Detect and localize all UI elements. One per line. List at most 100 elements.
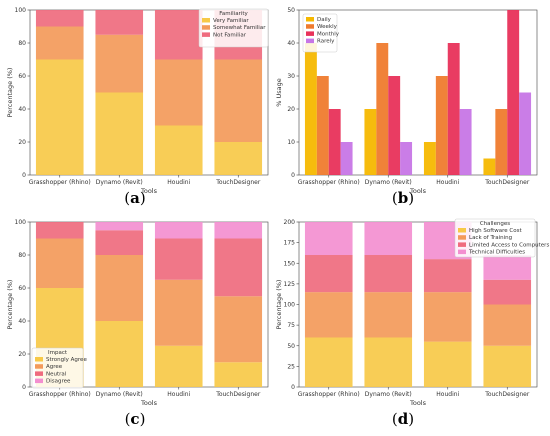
panel-caption: (d) <box>392 410 414 428</box>
legend-label: Neutral <box>46 371 67 377</box>
y-tick-label: 60 <box>18 73 26 80</box>
legend-box <box>31 347 84 389</box>
y-tick-label: 150 <box>284 260 296 267</box>
bar-neutral <box>35 222 84 239</box>
bar-rarely <box>340 142 353 175</box>
y-tick-label: 0 <box>291 384 295 391</box>
y-tick-label: 100 <box>15 219 27 226</box>
legend-swatch <box>458 228 466 233</box>
legend-swatch <box>458 235 466 240</box>
y-axis-label: Percentage (%) <box>6 280 14 330</box>
x-tick-label: Grasshopper (Rhino) <box>29 391 91 398</box>
bar-daily <box>304 43 317 175</box>
legend-swatch <box>35 364 43 369</box>
y-tick-label: 20 <box>287 106 295 113</box>
bar-strongly-agree <box>95 321 144 387</box>
bar-limited-access-to-computers <box>364 255 413 293</box>
legend-label: Not Familiar <box>213 32 247 38</box>
legend-title: Impact <box>48 350 68 356</box>
bar-strongly-agree <box>154 345 203 387</box>
bar-disagree <box>154 222 203 239</box>
x-tick-label: TouchDesigner <box>215 179 261 186</box>
y-tick-label: 40 <box>287 40 295 47</box>
legend-swatch <box>458 249 466 255</box>
bar-lack-of-training <box>304 292 353 338</box>
x-tick-label: Houdini <box>436 179 459 186</box>
legend-swatch <box>306 17 314 22</box>
y-tick-label: 50 <box>287 7 295 14</box>
bar-rarely <box>519 92 532 175</box>
legend-label: Weekly <box>317 24 338 30</box>
y-tick-label: 0 <box>291 172 295 179</box>
bar-technical-difficulties <box>304 222 353 255</box>
y-tick-label: 40 <box>18 106 26 113</box>
panel-caption: (a) <box>124 189 145 207</box>
y-tick-label: 10 <box>287 139 295 146</box>
bar-weekly <box>376 43 389 175</box>
x-axis-label: Tools <box>140 187 158 195</box>
x-tick-label: Dynamo (Revit) <box>96 179 143 186</box>
x-axis-label: Tools <box>409 399 427 407</box>
bar-agree <box>154 279 203 346</box>
chart-b: 0 10 20 30 40 50 Grasshopper (Rhino) Dynamo (Re… <box>275 7 538 207</box>
bar-limited-access-to-computers <box>304 255 353 293</box>
chart-c: 0 20 40 60 80 100 Grasshopper (Rhino) Dynamo (R… <box>6 219 269 428</box>
bar-not-familiar <box>95 10 144 35</box>
y-tick-label: 30 <box>287 73 295 80</box>
legend-swatch <box>35 357 43 362</box>
panel-caption: (b) <box>392 189 414 207</box>
y-tick-label: 100 <box>284 302 296 309</box>
bar-monthly <box>507 10 520 175</box>
legend-box <box>454 218 536 258</box>
bar-neutral <box>154 238 203 280</box>
legend-label: Very Familiar <box>213 18 249 24</box>
y-tick-label: 20 <box>18 351 26 358</box>
bar-rarely <box>400 142 413 175</box>
bar-rarely <box>459 109 472 175</box>
bar-monthly <box>447 43 460 175</box>
x-tick-label: Houdini <box>436 391 459 398</box>
bar-limited-access-to-computers <box>483 279 532 305</box>
legend-label: Lack of Training <box>469 235 512 241</box>
y-tick-label: 75 <box>287 322 295 329</box>
bar-very-familiar <box>154 125 203 175</box>
bar-lack-of-training <box>423 292 472 342</box>
bar-agree <box>214 296 263 363</box>
bar-weekly <box>495 109 508 175</box>
legend-swatch <box>202 18 210 23</box>
x-axis-label: Tools <box>140 399 158 407</box>
legend-label: Daily <box>317 17 332 23</box>
bar-daily <box>423 142 436 175</box>
chart-a: 0 20 40 60 80 100 Grasshopper (Rhino) Dynamo (R… <box>6 7 269 207</box>
bar-lack-of-training <box>483 304 532 346</box>
bar-strongly-agree <box>214 362 263 387</box>
bar-high-software-cost <box>304 337 353 387</box>
bar-somewhat-familiar <box>95 34 144 93</box>
y-axis-label: Percentage (%) <box>6 68 14 118</box>
legend-swatch <box>35 371 43 376</box>
y-tick-label: 125 <box>284 281 296 288</box>
bar-technical-difficulties <box>364 222 413 255</box>
bar-neutral <box>214 238 263 297</box>
panel-caption: (c) <box>125 410 146 428</box>
y-tick-label: 100 <box>15 7 27 14</box>
legend-swatch <box>306 24 314 29</box>
bar-daily <box>483 158 496 175</box>
bar-technical-difficulties <box>483 255 532 280</box>
bar-weekly <box>435 76 448 175</box>
legend-swatch <box>202 25 210 30</box>
legend-label: Limited Access to Computers <box>469 242 549 248</box>
y-tick-label: 20 <box>18 139 26 146</box>
y-tick-label: 80 <box>18 40 26 47</box>
x-tick-label: Houdini <box>167 179 190 186</box>
y-tick-label: 80 <box>18 252 26 259</box>
legend-label: Strongly Agree <box>46 357 87 363</box>
bar-disagree <box>214 222 263 239</box>
x-tick-label: TouchDesigner <box>484 179 530 186</box>
y-tick-label: 25 <box>287 363 295 370</box>
bar-monthly <box>328 109 341 175</box>
